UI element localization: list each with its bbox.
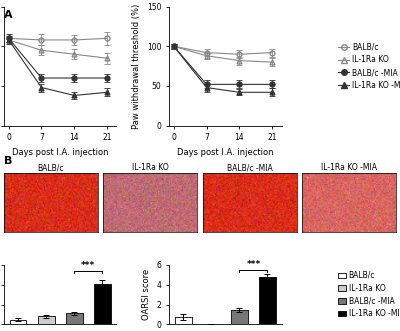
Bar bbox=[10, 320, 26, 324]
Y-axis label: Paw withdrawal threshold (%): Paw withdrawal threshold (%) bbox=[132, 4, 141, 129]
Legend: BALB/c, IL-1Ra KO, BALB/c -MIA, IL-1Ra KO -MIA: BALB/c, IL-1Ra KO, BALB/c -MIA, IL-1Ra K… bbox=[338, 42, 400, 90]
X-axis label: Days post I.A. injection: Days post I.A. injection bbox=[177, 148, 274, 157]
Text: ***: *** bbox=[81, 261, 96, 270]
Title: IL-1Ra KO: IL-1Ra KO bbox=[132, 163, 169, 172]
Y-axis label: OARSI score: OARSI score bbox=[142, 269, 151, 320]
Bar bbox=[38, 316, 55, 324]
X-axis label: Days post I.A. injection: Days post I.A. injection bbox=[12, 148, 108, 157]
Bar bbox=[175, 317, 192, 324]
Bar bbox=[231, 309, 248, 324]
Title: IL-1Ra KO -MIA: IL-1Ra KO -MIA bbox=[321, 163, 377, 172]
Text: B: B bbox=[4, 156, 12, 166]
Bar bbox=[94, 284, 111, 324]
Title: BALB/c -MIA: BALB/c -MIA bbox=[227, 163, 272, 172]
Text: A: A bbox=[4, 10, 13, 20]
Text: ***: *** bbox=[246, 260, 260, 269]
Bar bbox=[259, 277, 276, 324]
Legend: BALB/c, IL-1Ra KO, BALB/c -MIA, IL-1Ra KO -MIA: BALB/c, IL-1Ra KO, BALB/c -MIA, IL-1Ra K… bbox=[338, 271, 400, 318]
Title: BALB/c: BALB/c bbox=[38, 163, 64, 172]
Bar bbox=[66, 313, 83, 324]
